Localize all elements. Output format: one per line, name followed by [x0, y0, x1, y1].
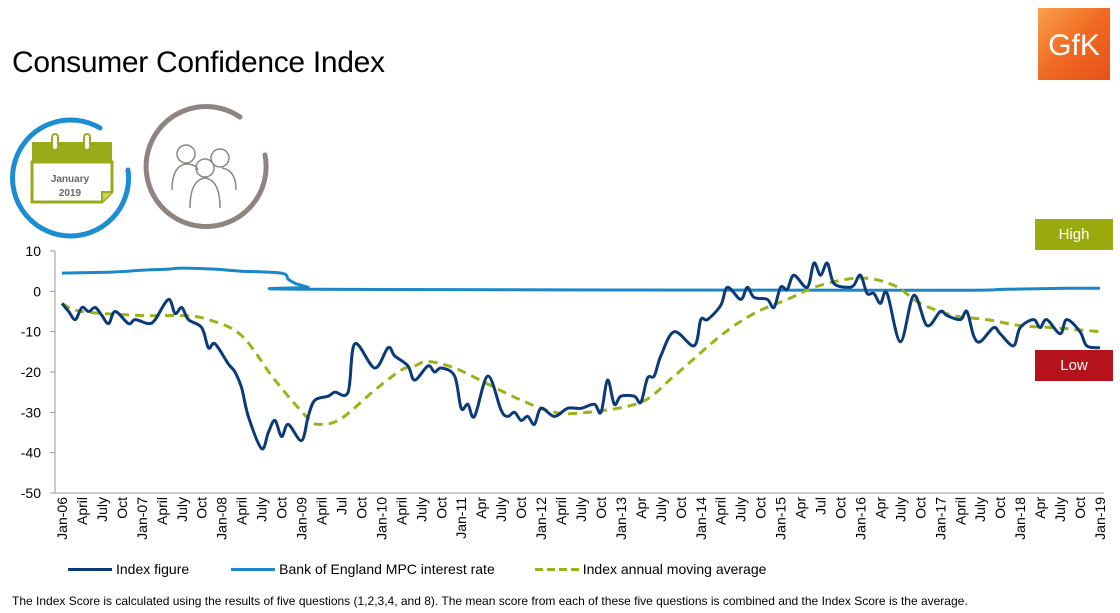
legend: Index figure Bank of England MPC interes…	[68, 561, 806, 577]
x-tick-label: Jan-10	[373, 497, 389, 540]
x-tick-label: Oct	[753, 497, 769, 519]
gfk-logo: GfK	[1038, 8, 1110, 80]
y-tick-label: -50	[21, 485, 41, 501]
x-tick-label: Jan-15	[773, 497, 789, 540]
legend-label: Index figure	[116, 561, 190, 577]
series-line	[60, 261, 1101, 451]
x-tick-label: July	[254, 497, 270, 522]
x-tick-label: April	[713, 497, 729, 525]
x-tick-label: Jan-07	[134, 497, 150, 540]
x-tick-label: July	[493, 497, 509, 522]
x-tick-label: Oct	[353, 497, 369, 519]
x-tick-label: July	[573, 497, 589, 522]
legend-swatch	[68, 567, 112, 571]
footer-note: The Index Score is calculated using the …	[12, 594, 968, 608]
people-icon	[143, 104, 269, 229]
x-tick-label: Oct	[1072, 497, 1088, 519]
legend-label: Bank of England MPC interest rate	[279, 561, 495, 577]
calendar-month: January	[51, 174, 90, 185]
series-bank-of-england-mpc-interest-rate	[61, 266, 1101, 292]
x-tick-label: Oct	[673, 497, 689, 519]
x-tick-label: Oct	[593, 497, 609, 519]
x-tick-label: Oct	[114, 497, 130, 519]
x-tick-label: Jul	[813, 497, 829, 515]
x-tick-label: April	[553, 497, 569, 525]
x-tick-label: July	[653, 497, 669, 522]
x-tick-label: Apr	[793, 497, 809, 519]
x-tick-label: July	[892, 497, 908, 522]
legend-label: Index annual moving average	[582, 561, 767, 577]
high-badge: High	[1035, 219, 1113, 250]
x-tick-label: April	[952, 497, 968, 525]
x-tick-label: Apr	[633, 497, 649, 519]
x-tick-label: Oct	[274, 497, 290, 519]
legend-item-index: Index figure	[68, 561, 189, 577]
x-tick-label: Oct	[992, 497, 1008, 519]
x-tick-label: Oct	[194, 497, 210, 519]
x-tick-label: Apr	[872, 497, 888, 519]
x-tick-label: April	[234, 497, 250, 525]
page-title: Consumer Confidence Index	[12, 46, 385, 79]
legend-item-moving-average: Index annual moving average	[534, 561, 767, 577]
x-tick-label: Jan-13	[613, 497, 629, 540]
x-tick-label: April	[314, 497, 330, 525]
x-tick-label: April	[74, 497, 90, 525]
x-tick-label: Oct	[513, 497, 529, 519]
x-tick-label: Jan-06	[54, 497, 70, 540]
legend-swatch	[231, 567, 276, 571]
legend-swatch	[534, 567, 579, 571]
x-tick-label: Oct	[912, 497, 928, 519]
y-tick-label: 0	[33, 283, 41, 299]
y-tick-label: 10	[25, 243, 41, 259]
x-tick-label: July	[972, 497, 988, 522]
x-tick-label: July	[1052, 497, 1068, 522]
x-tick-label: Jan-09	[294, 497, 310, 540]
x-tick-label: Jul	[333, 497, 349, 515]
y-tick-label: -30	[21, 404, 41, 420]
low-badge: Low	[1035, 350, 1113, 381]
y-tick-label: -20	[21, 364, 41, 380]
series-index-annual-moving-average	[61, 276, 1101, 427]
x-tick-label: July	[413, 497, 429, 522]
calendar-year: 2019	[59, 188, 82, 199]
y-tick-label: -10	[21, 324, 41, 340]
x-tick-label: April	[393, 497, 409, 525]
series-index-figure	[60, 261, 1101, 451]
series-line	[61, 266, 1101, 292]
series-line	[61, 276, 1101, 427]
svg-text:GfK: GfK	[1048, 29, 1100, 62]
header-icons: January 2019	[10, 104, 269, 239]
x-tick-label: Jan-14	[693, 497, 709, 540]
x-tick-label: July	[733, 497, 749, 522]
calendar-icon: January 2019	[10, 117, 132, 239]
x-tick-label: April	[154, 497, 170, 525]
x-tick-label: Jan-11	[453, 497, 469, 539]
x-tick-label: Jan-12	[533, 497, 549, 540]
x-tick-label: Oct	[433, 497, 449, 519]
x-tick-label: Jan-18	[1012, 497, 1028, 540]
x-tick-label: Jan-08	[214, 497, 230, 540]
legend-item-bank-rate: Bank of England MPC interest rate	[229, 561, 495, 577]
x-tick-label: July	[174, 497, 190, 522]
x-tick-label: Jan-19	[1092, 497, 1108, 540]
x-tick-label: Jan-16	[852, 497, 868, 540]
x-tick-label: Apr	[473, 497, 489, 519]
x-tick-label: Oct	[833, 497, 849, 519]
x-tick-label: Jan-17	[932, 497, 948, 540]
y-tick-label: -40	[21, 445, 41, 461]
x-tick-label: Apr	[1032, 497, 1048, 519]
x-tick-label: July	[94, 497, 110, 522]
